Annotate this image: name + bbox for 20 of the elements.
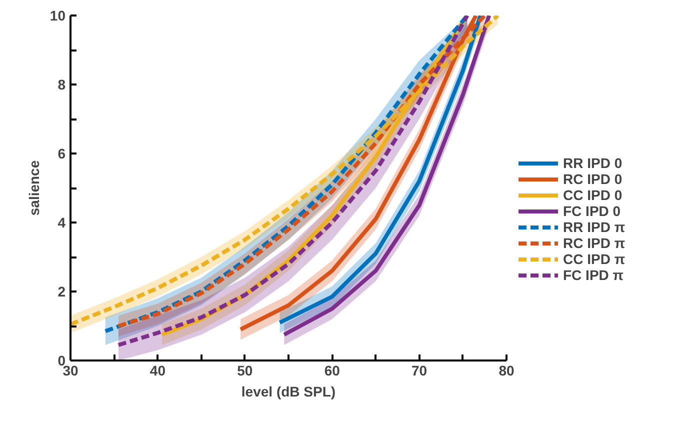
legend-label: RC IPD 0 xyxy=(563,171,622,187)
x-tick-label: 50 xyxy=(237,362,253,378)
y-tick-label: 10 xyxy=(50,8,66,24)
legend-label: CC IPD π xyxy=(563,251,626,267)
legend-label: RC IPD π xyxy=(563,235,626,251)
legend-label: FC IPD 0 xyxy=(563,203,621,219)
y-tick-label: 6 xyxy=(58,146,66,162)
y-tick-label: 4 xyxy=(58,214,66,230)
x-tick-label: 80 xyxy=(498,362,514,378)
x-tick-label: 40 xyxy=(150,362,166,378)
y-tick-label: 2 xyxy=(58,284,66,300)
legend-label: CC IPD 0 xyxy=(563,187,622,203)
y-tick-label: 8 xyxy=(58,76,66,92)
x-tick-label: 70 xyxy=(412,362,428,378)
legend-label: RR IPD π xyxy=(563,219,626,235)
legend-label: RR IPD 0 xyxy=(563,155,622,171)
y-axis-title: salience xyxy=(26,160,42,216)
x-tick-label: 60 xyxy=(324,362,340,378)
legend-label: FC IPD π xyxy=(563,267,624,283)
x-axis-title: level (dB SPL) xyxy=(241,384,336,400)
